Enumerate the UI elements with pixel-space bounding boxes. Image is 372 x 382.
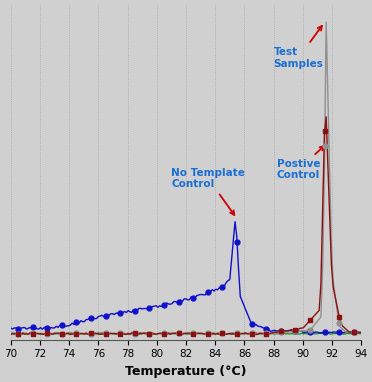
Text: Postive
Control: Postive Control	[276, 146, 324, 180]
Text: No Template
Control: No Template Control	[171, 168, 245, 215]
Text: Test
Samples: Test Samples	[273, 26, 324, 69]
X-axis label: Temperature (°C): Temperature (°C)	[125, 365, 247, 378]
